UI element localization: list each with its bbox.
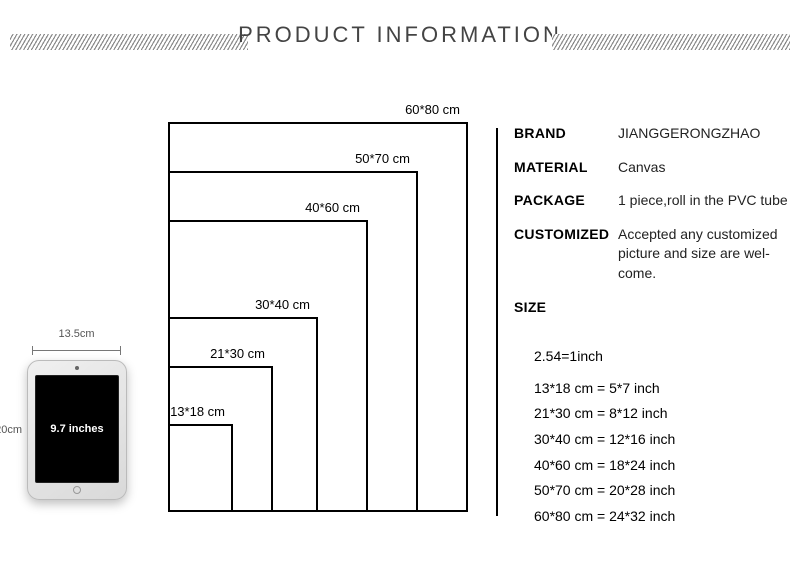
spec-row-size: SIZE 2.54=1inch 13*18 cm = 5*7 inch 21*30… [514, 298, 788, 527]
size-conversion-list: 13*18 cm = 5*7 inch 21*30 cm = 8*12 inch 3… [534, 379, 788, 527]
size-conversion-note: 2.54=1inch [534, 347, 788, 367]
size-rect-label: 30*40 cm [255, 297, 310, 312]
spec-val: Accepted any customized picture and size… [618, 225, 788, 284]
spec-row-material: MATERIAL Canvas [514, 158, 788, 178]
spec-row-customized: CUSTOMIZED Accepted any customized pictu… [514, 225, 788, 284]
tablet-screen-label: 9.7 inches [50, 423, 103, 435]
tablet-width-label: 13.5cm [24, 328, 129, 340]
page-root: PRODUCT INFORMATION 13.5cm 20cm 9.7 inch… [0, 0, 800, 572]
size-conversion-item: 21*30 cm = 8*12 inch [534, 404, 788, 424]
spec-val: Canvas [618, 158, 788, 178]
header: PRODUCT INFORMATION [0, 22, 800, 62]
spec-key: MATERIAL [514, 158, 618, 178]
header-hatch-right [552, 34, 790, 50]
tablet-height-label: 20cm [0, 424, 22, 436]
spec-row-brand: BRAND JIANGGERONGZHAO [514, 124, 788, 144]
spec-table: BRAND JIANGGERONGZHAO MATERIAL Canvas PA… [514, 124, 788, 532]
size-conversion-item: 13*18 cm = 5*7 inch [534, 379, 788, 399]
tablet-reference: 13.5cm 20cm 9.7 inches [24, 328, 129, 500]
size-rect-label: 60*80 cm [405, 102, 460, 117]
size-conversion-item: 50*70 cm = 20*28 inch [534, 481, 788, 501]
size-conversion-item: 40*60 cm = 18*24 inch [534, 456, 788, 476]
spec-key: BRAND [514, 124, 618, 144]
spec-key: SIZE [514, 298, 618, 318]
size-rect-label: 13*18 cm [170, 404, 225, 419]
content-area: 13.5cm 20cm 9.7 inches 60*80 cm50*70 cm4… [0, 118, 800, 572]
tablet-width-dimension-bar [24, 346, 129, 356]
tablet-screen: 9.7 inches [35, 375, 119, 483]
spec-key: PACKAGE [514, 191, 618, 211]
size-diagram: 60*80 cm50*70 cm40*60 cm30*40 cm21*30 cm… [168, 118, 478, 512]
size-conversion-item: 60*80 cm = 24*32 inch [534, 507, 788, 527]
spec-key: CUSTOMIZED [514, 225, 618, 245]
size-rect-label: 21*30 cm [210, 346, 265, 361]
size-rect: 13*18 cm [168, 424, 233, 512]
spec-row-package: PACKAGE 1 piece,roll in the PVC tube [514, 191, 788, 211]
tablet-camera-icon [75, 366, 79, 370]
tablet-body: 9.7 inches [27, 360, 127, 500]
tablet-home-button-icon [73, 486, 81, 494]
size-rect-label: 50*70 cm [355, 151, 410, 166]
size-conversion-item: 30*40 cm = 12*16 inch [534, 430, 788, 450]
vertical-divider [496, 128, 498, 516]
size-rect-label: 40*60 cm [305, 200, 360, 215]
spec-val: JIANGGERONGZHAO [618, 124, 788, 144]
spec-val: 1 piece,roll in the PVC tube [618, 191, 788, 211]
